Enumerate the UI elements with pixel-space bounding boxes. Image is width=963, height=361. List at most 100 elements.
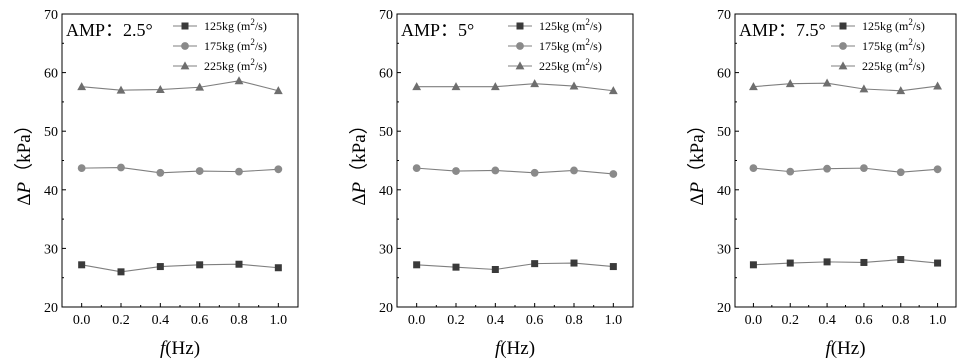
data-point-square [749,261,757,269]
x-tick-label: 1.0 [605,313,623,328]
data-point-triangle [749,82,758,91]
x-tick-label: 0.2 [112,313,130,328]
x-tick-label: 0.6 [191,313,209,328]
legend-label: 225kg (m2/s) [204,57,267,73]
y-tick-label: 30 [717,242,731,257]
legend-label-text: /s) [913,19,925,33]
chart-panel-3: 20 30 40 50 60 70 0.0 0.2 0.4 0.6 0.8 1.0 f(Hz) ΔP（kP… [686,8,957,359]
data-point-circle [195,167,204,175]
x-tick-label: 0.4 [152,313,170,328]
legend-label-text: 125kg (m [204,19,251,33]
x-axis-label-var: f [825,338,833,359]
series-line-triangle [416,83,614,92]
data-point-circle [860,164,868,173]
legend-label: 175kg (m2/s) [539,37,602,53]
legend-label: 225kg (m2/s) [862,57,925,73]
y-axis-label: ΔP（kPa） [686,115,708,205]
y-axis-label-unit: （kPa） [348,115,370,182]
y-tick-label: 70 [44,8,58,23]
y-axis-label-var: P [14,181,35,194]
plot-frame [61,13,299,308]
data-point-triangle [412,82,422,91]
x-tick-label: 1.0 [270,313,288,328]
y-axis-label-var: P [687,181,708,194]
amp-annotation: AMP：7.5° [739,20,826,40]
data-point-circle [274,165,283,174]
data-point-triangle [785,79,795,88]
data-point-circle [933,165,942,174]
legend-label-text: 125kg (m [539,19,586,33]
data-point-circle [412,164,421,173]
series-line-circle [416,167,614,175]
x-axis-label: f(Hz) [495,338,535,359]
data-point-circle [530,168,539,177]
data-point-square [609,263,617,271]
data-point-triangle [530,79,540,88]
x-axis-label-var: f [495,338,503,359]
y-axis-label: ΔP（kPa） [13,115,35,205]
y-tick-label: 40 [44,184,58,199]
legend-label-superscript: 2 [250,17,255,27]
legend-label-superscript: 2 [908,37,913,47]
x-tick-label: 0.0 [745,313,763,328]
x-axis-label-unit: (Hz) [165,338,200,359]
data-point-square [897,256,905,264]
legend-label-text: /s) [255,19,267,33]
y-tick-label: 30 [44,242,58,257]
legend-marker-triangle [515,61,525,70]
legend-label-text: 225kg (m [204,59,251,73]
y-tick-label: 50 [44,125,58,140]
data-point-square [531,260,539,268]
data-point-circle [77,164,86,173]
legend-label: 175kg (m2/s) [204,37,267,53]
y-axis-label: ΔP（kPa） [348,115,370,205]
x-tick-label: 0.0 [73,313,91,328]
legend-label-superscript: 2 [908,17,913,27]
series-line-square [416,262,614,271]
y-axis-label-unit: （kPa） [13,115,35,182]
y-tick-label: 50 [717,125,731,140]
data-point-square [786,259,794,267]
data-point-square [156,263,164,271]
legend-label-superscript: 2 [250,37,255,47]
legend-label-text: 175kg (m [862,39,909,53]
data-point-triangle [933,81,942,90]
legend-label-text: 225kg (m [539,59,586,73]
x-axis-label: f(Hz) [160,338,200,359]
legend-marker-circle [181,42,189,50]
data-point-circle [786,167,795,176]
data-point-triangle [195,82,205,91]
data-point-circle [235,167,243,176]
data-point-square [570,259,578,267]
amp-annotation: AMP：5° [401,20,474,40]
legend-marker-square [516,22,524,30]
legend-label-superscript: 2 [585,17,590,27]
legend-label-text: /s) [255,59,267,73]
y-tick-label: 60 [379,67,393,82]
legend-marker-triangle [838,61,848,70]
data-point-circle [156,168,165,177]
y-axis-label-delta: Δ [687,193,708,205]
y-tick-label: 30 [379,242,393,257]
data-point-square [235,260,243,268]
data-point-triangle [155,84,165,93]
x-axis-label-unit: (Hz) [500,338,535,359]
chart-panel-1: 20 30 40 50 60 70 0.0 0.2 0.4 0.6 0.8 1.0 f(Hz) ΔP（kP… [13,8,299,359]
series-line-square [81,263,279,273]
x-tick-label: 0.2 [447,313,465,328]
legend-label: 125kg (m2/s) [862,17,925,33]
legend-label: 225kg (m2/s) [539,57,602,73]
data-point-square [196,261,204,269]
data-point-square [274,264,282,272]
y-tick-label: 40 [379,184,393,199]
data-point-circle [117,163,125,172]
series-line-triangle [81,80,279,92]
data-point-circle [609,170,618,178]
legend-label-text: 125kg (m [862,19,909,33]
y-axis-label-var: P [349,181,370,194]
y-tick-label: 20 [379,301,393,316]
x-axis-label-unit: (Hz) [831,338,866,359]
y-tick-label: 60 [44,67,58,82]
y-tick-label: 70 [717,8,731,23]
